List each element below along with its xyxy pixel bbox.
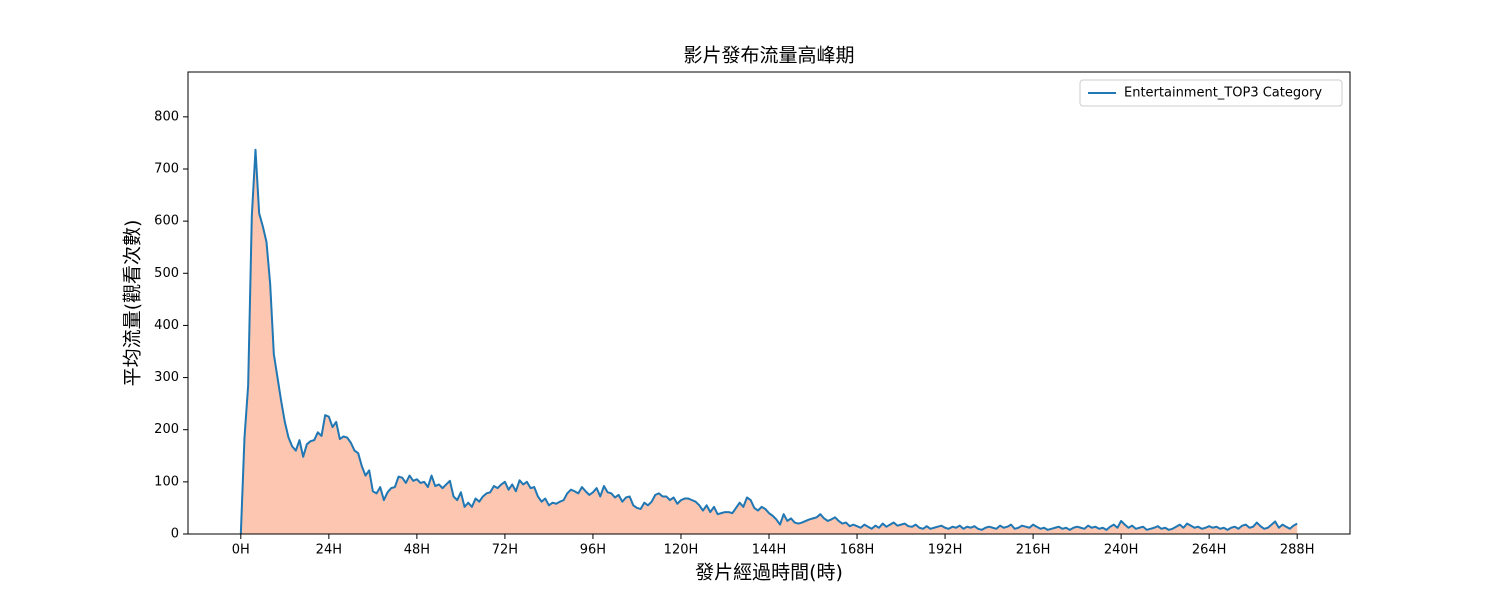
y-tick-label: 100	[154, 474, 179, 489]
x-tick-label: 192H	[928, 543, 963, 558]
x-tick-label: 264H	[1192, 543, 1227, 558]
y-tick-label: 300	[154, 370, 179, 385]
chart-title: 影片發布流量高峰期	[683, 45, 854, 67]
y-tick-label: 0	[171, 527, 179, 542]
y-tick-label: 200	[154, 422, 179, 437]
y-tick-label: 700	[154, 161, 179, 176]
x-axis-label: 發片經過時間(時)	[695, 562, 843, 584]
y-tick-label: 600	[154, 214, 179, 229]
x-tick-label: 48H	[404, 543, 430, 558]
legend-label: Entertainment_TOP3 Category	[1124, 86, 1322, 101]
x-tick-label: 288H	[1280, 543, 1315, 558]
y-tick-label: 500	[154, 266, 179, 281]
x-tick-label: 168H	[840, 543, 875, 558]
x-tick-label: 144H	[752, 543, 787, 558]
x-tick-label: 216H	[1016, 543, 1051, 558]
x-tick-label: 24H	[316, 543, 342, 558]
line	[239, 148, 1298, 535]
x-tick-label: 120H	[664, 543, 699, 558]
x-tick-label: 240H	[1104, 543, 1139, 558]
y-tick-label: 800	[154, 109, 179, 124]
y-tick-label: 400	[154, 318, 179, 333]
x-tick-label: 96H	[580, 543, 606, 558]
x-tick-label: 72H	[492, 543, 518, 558]
x-tick-label: 0H	[232, 543, 250, 558]
legend-box	[1079, 79, 1343, 107]
y-axis-label: 平均流量(觀看次數)	[122, 220, 144, 387]
area-fill	[240, 149, 1298, 534]
